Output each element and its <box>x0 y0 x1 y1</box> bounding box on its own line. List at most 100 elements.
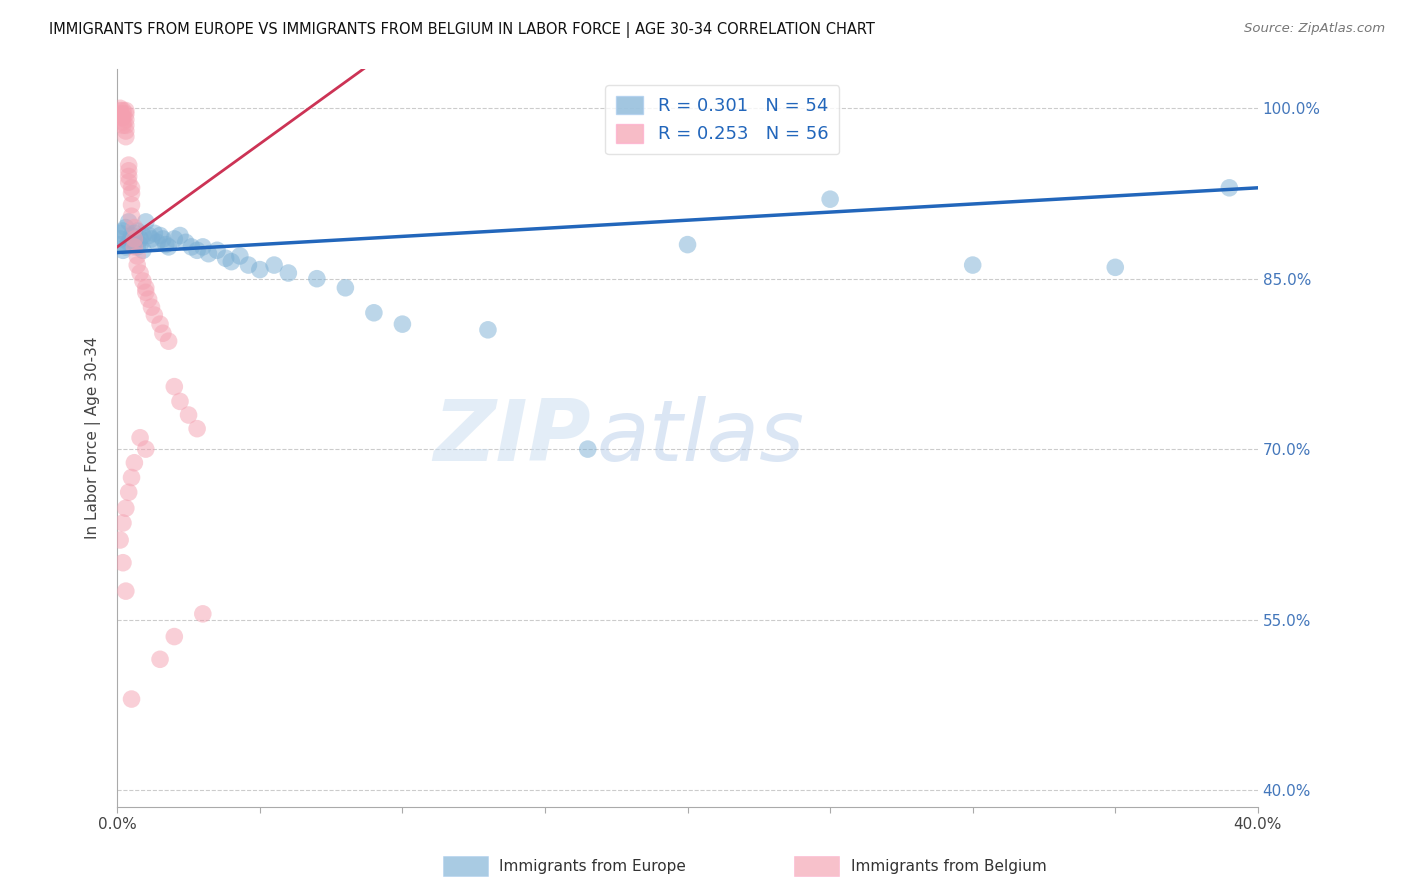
Point <box>111 107 134 121</box>
Point <box>108 226 131 240</box>
Point <box>111 556 134 570</box>
Point <box>118 485 141 500</box>
Point <box>111 115 134 129</box>
Point <box>214 252 236 266</box>
Point <box>477 323 499 337</box>
Point <box>114 129 136 144</box>
Point <box>108 107 131 121</box>
Point <box>108 533 131 547</box>
Legend: R = 0.301   N = 54, R = 0.253   N = 56: R = 0.301 N = 54, R = 0.253 N = 56 <box>606 85 839 154</box>
Point <box>141 232 163 246</box>
Point <box>111 103 134 118</box>
Point <box>143 308 166 322</box>
Point <box>118 175 141 189</box>
Point <box>277 266 299 280</box>
Point <box>146 235 169 250</box>
Point <box>169 394 191 409</box>
Point <box>135 281 157 295</box>
Point <box>1104 260 1126 275</box>
Text: Source: ZipAtlas.com: Source: ZipAtlas.com <box>1244 22 1385 36</box>
Point <box>149 317 172 331</box>
Point <box>135 215 157 229</box>
Point <box>121 232 143 246</box>
Point <box>121 209 143 223</box>
Point <box>155 237 177 252</box>
Text: IMMIGRANTS FROM EUROPE VS IMMIGRANTS FROM BELGIUM IN LABOR FORCE | AGE 30-34 COR: IMMIGRANTS FROM EUROPE VS IMMIGRANTS FRO… <box>49 22 875 38</box>
Point <box>149 228 172 243</box>
Point <box>114 112 136 127</box>
Point <box>114 220 136 235</box>
Point <box>391 317 413 331</box>
Point <box>138 292 160 306</box>
Point <box>163 379 186 393</box>
Point <box>238 258 260 272</box>
Point <box>363 306 385 320</box>
Point <box>118 235 141 250</box>
Point <box>177 408 200 422</box>
Point <box>121 198 143 212</box>
Point <box>152 232 174 246</box>
Point <box>169 228 191 243</box>
Point <box>124 226 146 240</box>
Point <box>111 224 134 238</box>
Point <box>186 422 208 436</box>
Point <box>335 281 357 295</box>
Point <box>108 237 131 252</box>
Point <box>124 232 146 246</box>
Point <box>186 244 208 258</box>
Point <box>174 235 197 250</box>
Point <box>108 111 131 125</box>
Point <box>163 232 186 246</box>
Point <box>108 103 131 118</box>
Point <box>249 262 271 277</box>
Point <box>127 224 149 238</box>
Point <box>114 584 136 599</box>
Point <box>818 192 841 206</box>
Text: atlas: atlas <box>596 396 804 479</box>
Point <box>127 240 149 254</box>
Point <box>114 103 136 118</box>
Point <box>132 228 155 243</box>
Point <box>111 516 134 530</box>
Point <box>191 607 214 621</box>
Point <box>132 274 155 288</box>
Point <box>124 456 146 470</box>
Point <box>124 220 146 235</box>
Point <box>118 169 141 184</box>
Point <box>205 244 228 258</box>
Point <box>163 630 186 644</box>
Point <box>141 300 163 314</box>
Point <box>118 163 141 178</box>
Point <box>121 186 143 201</box>
Point <box>127 258 149 272</box>
Y-axis label: In Labor Force | Age 30-34: In Labor Force | Age 30-34 <box>86 336 101 539</box>
Point <box>138 228 160 243</box>
Text: Immigrants from Belgium: Immigrants from Belgium <box>851 859 1046 873</box>
Point <box>152 326 174 341</box>
Point <box>121 181 143 195</box>
Point <box>114 118 136 132</box>
Point <box>114 124 136 138</box>
Point <box>124 235 146 250</box>
Point <box>108 232 131 246</box>
Point <box>108 101 131 115</box>
Point <box>121 470 143 484</box>
Point <box>229 249 252 263</box>
Point <box>129 232 152 246</box>
Point <box>129 431 152 445</box>
Point <box>124 240 146 254</box>
Point <box>111 244 134 258</box>
Point <box>118 158 141 172</box>
Point <box>121 692 143 706</box>
Point <box>197 246 219 260</box>
Point <box>135 285 157 300</box>
Point <box>191 240 214 254</box>
Point <box>962 258 984 272</box>
Point <box>129 266 152 280</box>
Point <box>114 107 136 121</box>
Text: ZIP: ZIP <box>433 396 591 479</box>
Point <box>135 442 157 456</box>
Point <box>121 228 143 243</box>
Point <box>132 244 155 258</box>
Point <box>157 334 180 348</box>
